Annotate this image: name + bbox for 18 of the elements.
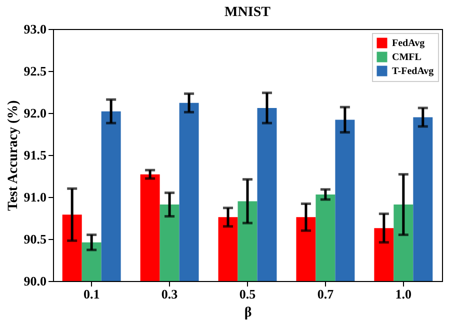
- legend-label: T-FedAvg: [392, 66, 434, 77]
- y-axis-title: Test Accuracy (%): [6, 100, 21, 211]
- y-tick-label: 92.0: [24, 106, 46, 120]
- x-axis-title: β: [244, 306, 252, 320]
- x-tick-label: 0.1: [83, 286, 100, 302]
- legend-label: CMFL: [392, 52, 422, 63]
- x-tick-label: 1.0: [395, 286, 412, 302]
- y-tick-label: 93.0: [24, 22, 46, 36]
- legend-label: FedAvg: [392, 38, 425, 49]
- y-tick-label: 91.0: [24, 190, 46, 204]
- x-tick-label: 0.7: [317, 286, 334, 302]
- y-tick-label: 92.5: [24, 64, 47, 78]
- chart-title: MNIST: [224, 5, 272, 20]
- y-tick-label: 91.5: [24, 148, 47, 162]
- y-tick-label: 90.0: [24, 274, 46, 288]
- x-tick-label: 0.5: [239, 286, 256, 302]
- y-tick-label: 90.5: [24, 232, 47, 246]
- x-tick-label: 0.3: [161, 286, 178, 302]
